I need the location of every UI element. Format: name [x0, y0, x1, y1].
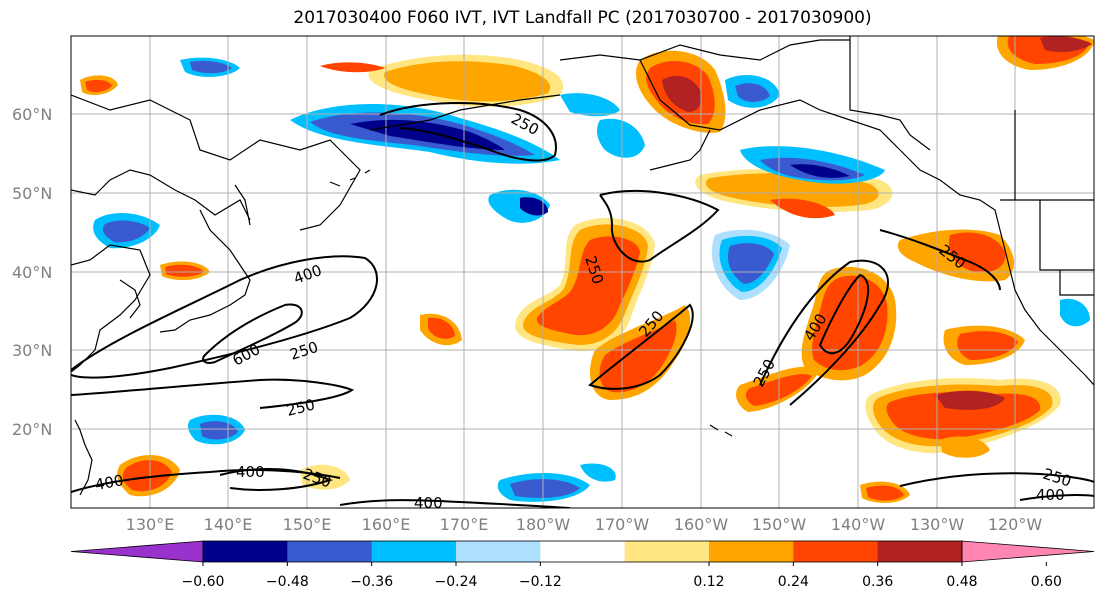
- colorbar-extension-low: [70, 540, 204, 563]
- lon-label: 130°W: [910, 515, 965, 534]
- colorbar-tick-label: −0.24: [435, 574, 478, 590]
- colorbar-segment: [540, 541, 626, 562]
- lon-label: 180°W: [516, 515, 571, 534]
- lon-label: 170°W: [595, 515, 650, 534]
- colorbar-frame: [202, 540, 963, 563]
- lon-label: 170°E: [440, 515, 489, 534]
- colorbar-tick-label: −0.12: [519, 574, 562, 590]
- longitude-labels: 130°E 140°E 150°E 160°E 170°E 180°W 170°…: [126, 515, 1043, 534]
- contour-label: 400: [414, 494, 443, 512]
- colorbar-segment: [709, 541, 794, 562]
- colorbar-segment: [793, 541, 879, 562]
- lon-label: 160°W: [674, 515, 729, 534]
- coastlines: [71, 36, 1094, 496]
- map-frame: [70, 35, 1095, 509]
- colorbar-segment: [203, 541, 288, 562]
- colorbar-extension-high: [961, 540, 1095, 563]
- colorbar-tick-label: 0.24: [778, 574, 809, 590]
- lon-label: 140°W: [831, 515, 886, 534]
- map-title: 2017030400 F060 IVT, IVT Landfall PC (20…: [293, 8, 872, 28]
- lat-label-40n: 40°N: [12, 263, 52, 282]
- colorbar-tick-label: 0.48: [946, 574, 977, 590]
- colorbar-segment: [371, 541, 457, 562]
- colorbar: [70, 540, 1095, 563]
- colorbar-tick-label: 0.36: [862, 574, 893, 590]
- latitude-labels: 60°N 50°N 40°N 30°N 20°N: [12, 105, 52, 439]
- lat-label-30n: 30°N: [12, 341, 52, 360]
- gridlines: [71, 36, 1094, 508]
- colorbar-tick-label: −0.48: [266, 574, 309, 590]
- colorbar-tick-label: 0.12: [693, 574, 724, 590]
- contour-label: 400: [236, 463, 265, 481]
- lon-label: 130°E: [126, 515, 175, 534]
- lon-label: 150°W: [752, 515, 807, 534]
- contour-label: 400: [94, 471, 125, 494]
- colorbar-segment: [456, 541, 541, 562]
- map-panel: 400 600 250 250 250 250 250 250 400 250 …: [71, 36, 1094, 512]
- lat-label-50n: 50°N: [12, 184, 52, 203]
- lat-label-60n: 60°N: [12, 105, 52, 124]
- colorbar-tick-label: −0.36: [350, 574, 393, 590]
- lon-label: 160°E: [362, 515, 411, 534]
- lon-label: 120°W: [988, 515, 1043, 534]
- contour-label: 400: [1036, 486, 1065, 504]
- ivt-contours: [71, 102, 1094, 508]
- colorbar-tick-label: 0.60: [1031, 574, 1062, 590]
- colorbar-segment: [877, 541, 963, 562]
- lat-label-20n: 20°N: [12, 420, 52, 439]
- colorbar-segment: [624, 541, 710, 562]
- lon-label: 140°E: [204, 515, 253, 534]
- lon-label: 150°E: [283, 515, 332, 534]
- colorbar-tick-label: −0.60: [182, 574, 225, 590]
- colorbar-ticks: −0.60 −0.48 −0.36 −0.24 −0.12 0.12 0.24 0.36 0.4…: [182, 562, 1062, 590]
- colorbar-segment: [287, 541, 373, 562]
